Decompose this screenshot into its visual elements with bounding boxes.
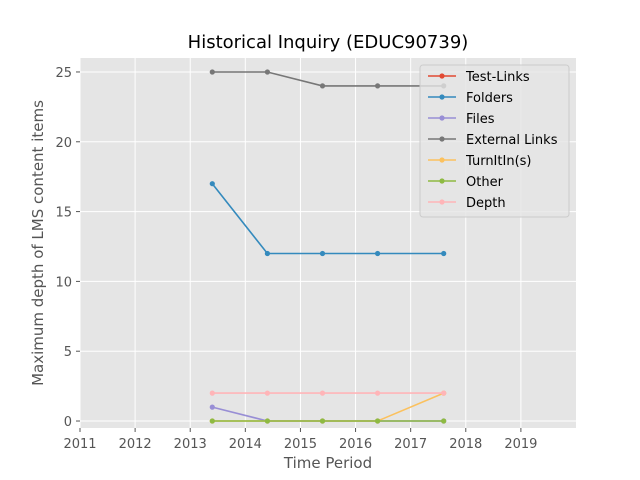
data-point-folders xyxy=(264,250,270,257)
data-point-depth xyxy=(264,390,270,396)
x-tick-label: 2019 xyxy=(504,437,537,452)
legend-label: External Links xyxy=(466,133,558,148)
y-tick-label: 20 xyxy=(55,136,72,151)
data-point-depth xyxy=(441,390,447,396)
legend-item: Depth xyxy=(428,196,506,211)
legend-label: TurnItIn(s) xyxy=(465,154,531,169)
legend-label: Test-Links xyxy=(465,70,530,85)
data-point-folders xyxy=(209,181,215,187)
data-point-external-links xyxy=(264,69,270,75)
y-axis-title: Maximum depth of LMS content items xyxy=(29,100,47,386)
series-other xyxy=(209,418,447,424)
x-tick-label: 2012 xyxy=(119,437,152,452)
legend-swatch-marker xyxy=(439,94,445,100)
legend-swatch-marker xyxy=(439,199,445,205)
legend-item: Folders xyxy=(428,91,513,106)
series-depth xyxy=(209,390,447,396)
x-tick-label: 2014 xyxy=(229,437,262,452)
data-point-folders xyxy=(375,250,381,257)
data-point-other xyxy=(441,418,447,424)
data-point-other xyxy=(319,418,326,424)
x-axis-title: Time Period xyxy=(283,454,372,472)
legend-item: Other xyxy=(428,175,504,190)
y-tick-label: 0 xyxy=(64,415,72,430)
x-tick-label: 2018 xyxy=(449,437,482,452)
data-point-other xyxy=(375,418,381,424)
data-point-external-links xyxy=(375,83,381,89)
x-tick-label: 2011 xyxy=(63,437,96,452)
x-axis-ticks: 2011 2012 2013 2014 2015 2016 2017 2018 2019 xyxy=(63,428,537,452)
legend-label: Depth xyxy=(466,196,506,211)
data-point-other xyxy=(264,418,270,424)
legend-swatch-marker xyxy=(439,73,445,79)
data-point-depth xyxy=(375,390,381,396)
legend-label: Folders xyxy=(466,91,513,106)
x-tick-label: 2015 xyxy=(284,437,317,452)
data-point-folders xyxy=(319,250,326,257)
legend-item: Test-Links xyxy=(428,70,530,85)
x-tick-label: 2013 xyxy=(174,437,207,452)
y-axis-ticks: 0 5 10 15 20 25 xyxy=(55,66,80,430)
data-point-files xyxy=(209,404,215,410)
data-point-external-links xyxy=(319,83,326,89)
y-tick-label: 5 xyxy=(64,345,72,360)
legend-swatch-marker xyxy=(439,115,445,121)
data-point-other xyxy=(209,418,215,424)
legend-swatch-marker xyxy=(439,157,445,163)
y-tick-label: 15 xyxy=(55,206,72,221)
legend-item: External Links xyxy=(428,133,558,148)
y-tick-label: 25 xyxy=(55,66,72,81)
legend-item: TurnItIn(s) xyxy=(428,154,531,169)
legend-label: Other xyxy=(466,175,504,190)
legend-swatch-marker xyxy=(439,178,445,184)
data-point-depth xyxy=(209,390,215,396)
x-tick-label: 2016 xyxy=(339,437,372,452)
chart-title: Historical Inquiry (EDUC90739) xyxy=(188,32,469,53)
data-point-depth xyxy=(319,390,326,396)
legend-item: Files xyxy=(428,112,495,127)
x-tick-label: 2017 xyxy=(394,437,427,452)
data-point-external-links xyxy=(209,69,215,75)
series-folders xyxy=(209,181,447,257)
legend-box xyxy=(419,64,570,218)
legend-swatch-marker xyxy=(439,136,445,142)
data-point-folders xyxy=(441,250,447,257)
legend-label: Files xyxy=(466,112,495,127)
y-tick-label: 10 xyxy=(55,275,72,290)
legend: Test-Links Folders Files External Links Turn… xyxy=(419,64,570,218)
